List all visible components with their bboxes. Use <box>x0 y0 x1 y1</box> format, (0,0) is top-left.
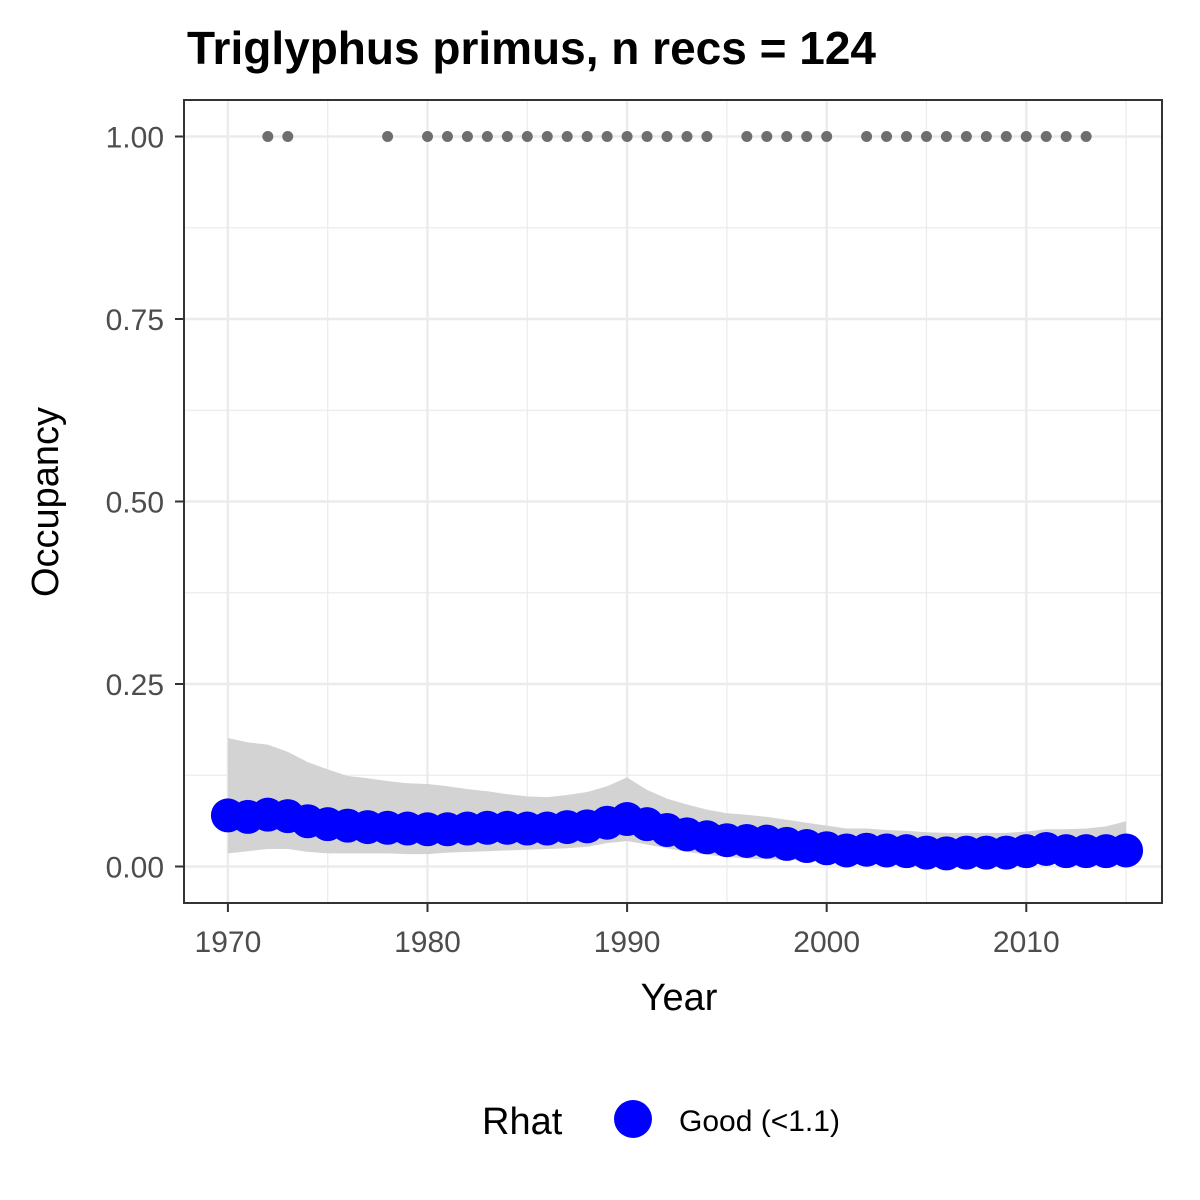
record-point <box>681 131 693 142</box>
record-point <box>601 131 613 142</box>
record-point <box>501 131 513 142</box>
x-tick-label: 1990 <box>594 926 661 959</box>
record-point <box>1060 131 1072 142</box>
record-point <box>1040 131 1052 142</box>
record-point <box>940 131 952 142</box>
legend-label-good: Good (<1.1) <box>679 1105 840 1138</box>
record-point <box>581 131 593 142</box>
y-axis: 0.00 0.25 0.50 0.75 1.00 <box>106 122 184 885</box>
occupancy-points <box>210 797 1144 871</box>
record-point <box>861 131 873 142</box>
record-point <box>980 131 992 142</box>
record-point <box>1020 131 1032 142</box>
record-point <box>801 131 813 142</box>
record-point <box>1080 131 1092 142</box>
record-points <box>262 131 1092 142</box>
record-point <box>960 131 972 142</box>
y-tick-label: 1.00 <box>106 122 164 155</box>
x-tick-label: 1980 <box>394 926 461 959</box>
record-point <box>461 131 473 142</box>
plot-panel <box>183 99 1163 904</box>
x-tick-label: 2010 <box>993 926 1060 959</box>
record-point <box>1000 131 1012 142</box>
record-point <box>382 131 394 142</box>
record-point <box>701 131 713 142</box>
major-gridlines <box>184 100 1162 903</box>
x-axis: 1970 1980 1990 2000 2010 <box>195 903 1060 959</box>
record-point <box>282 131 294 142</box>
record-point <box>541 131 553 142</box>
record-point <box>901 131 913 142</box>
record-point <box>741 131 753 142</box>
legend: Rhat Good (<1.1) <box>482 1100 840 1143</box>
y-axis-title: Occupancy <box>25 407 67 597</box>
x-tick-label: 2000 <box>793 926 860 959</box>
chart-title: Triglyphus primus, n recs = 124 <box>187 22 876 74</box>
y-tick-label: 0.25 <box>106 669 164 702</box>
x-axis-title: Year <box>641 977 718 1019</box>
record-point <box>821 131 833 142</box>
record-point <box>761 131 773 142</box>
record-point <box>561 131 573 142</box>
record-point <box>621 131 633 142</box>
record-point <box>521 131 533 142</box>
record-point <box>422 131 434 142</box>
record-point <box>781 131 793 142</box>
occupancy-point <box>1109 833 1144 868</box>
y-tick-label: 0.75 <box>106 304 164 337</box>
record-point <box>262 131 274 142</box>
record-point <box>920 131 932 142</box>
record-point <box>661 131 673 142</box>
record-point <box>641 131 653 142</box>
legend-title: Rhat <box>482 1101 563 1143</box>
record-point <box>881 131 893 142</box>
legend-key-good <box>614 1100 652 1138</box>
y-tick-label: 0.50 <box>106 487 164 520</box>
y-tick-label: 0.00 <box>106 852 164 885</box>
record-point <box>441 131 453 142</box>
record-point <box>481 131 493 142</box>
minor-gridlines <box>184 100 1162 903</box>
x-tick-label: 1970 <box>195 926 262 959</box>
